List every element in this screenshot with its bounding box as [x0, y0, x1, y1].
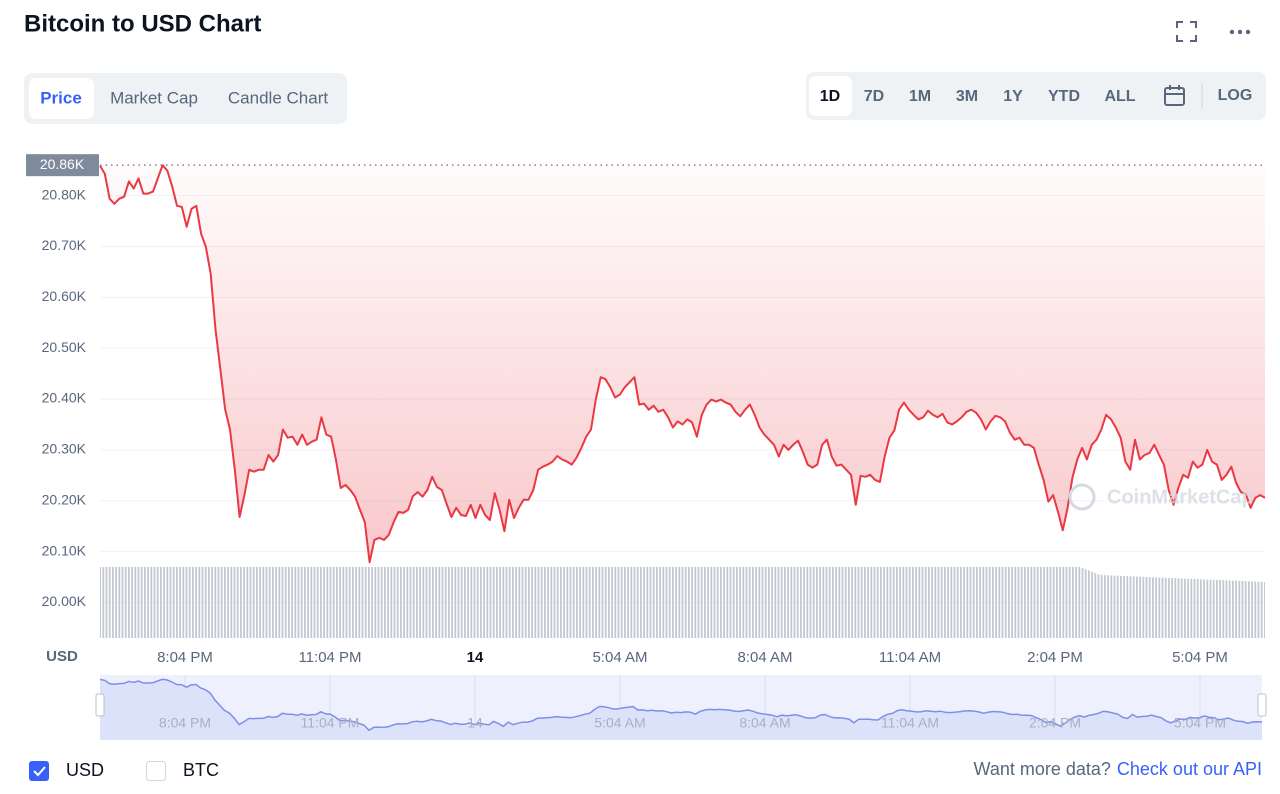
api-prompt: Want more data? — [974, 759, 1111, 779]
y-tick-label: 20.80K — [42, 186, 87, 202]
x-tick-label: 8:04 AM — [737, 649, 792, 666]
api-link[interactable]: Check out our API — [1117, 759, 1262, 779]
range-button[interactable]: YTD — [1048, 88, 1080, 105]
y-tick-label: 20.30K — [42, 441, 87, 457]
check-mark — [33, 766, 46, 777]
navigator-label: 11:04 AM — [881, 715, 939, 731]
range-bar — [806, 72, 1266, 120]
x-tick-label: 11:04 AM — [879, 649, 941, 666]
x-tick-label: 14 — [467, 649, 484, 666]
navigator-area — [100, 679, 1262, 740]
log-button[interactable]: LOG — [1218, 87, 1253, 104]
navigator-line — [99, 678, 1263, 732]
navigator-label: 5:04 AM — [594, 715, 645, 731]
y-tick-label: 20.20K — [42, 491, 87, 507]
x-tick-label: 2:04 PM — [1027, 649, 1083, 666]
checkbox-label: BTC — [183, 760, 219, 780]
fullscreen-icon[interactable] — [1176, 21, 1197, 42]
y-tick-label: 20.40K — [42, 390, 87, 406]
volume-bars — [100, 567, 1265, 638]
navigator-handle[interactable] — [95, 693, 105, 717]
tab[interactable]: Market Cap — [110, 88, 198, 107]
navigator-label: 2:04 PM — [1029, 715, 1081, 731]
active-tab — [29, 78, 94, 119]
navigator-handle[interactable] — [1257, 693, 1267, 717]
x-tick-label: 8:04 PM — [157, 649, 213, 666]
page-title: Bitcoin to USD Chart — [24, 10, 261, 37]
more-icon[interactable] — [1229, 29, 1251, 35]
tab[interactable]: Price — [40, 88, 82, 107]
range-button[interactable]: ALL — [1104, 88, 1135, 105]
navigator-label: 8:04 AM — [739, 715, 790, 731]
range-button[interactable]: 7D — [864, 88, 884, 105]
y-tick-label: 20.00K — [42, 593, 87, 609]
range-button[interactable]: 1Y — [1003, 88, 1023, 105]
range-button[interactable]: 1M — [909, 88, 931, 105]
checkbox-checked[interactable] — [29, 761, 49, 781]
navigator-label: 5:04 PM — [1174, 715, 1226, 731]
price-area — [100, 165, 1265, 563]
tab-bar — [24, 73, 347, 124]
y-tick-label: 20.70K — [42, 237, 87, 253]
navigator-label: 14 — [467, 715, 483, 731]
navigator-label: 8:04 PM — [159, 715, 211, 731]
reference-label: 20.86K — [40, 156, 85, 172]
active-range — [809, 76, 852, 116]
navigator-label: 11:04 PM — [301, 715, 360, 731]
calendar-icon[interactable] — [1164, 85, 1185, 106]
x-axis-label: USD — [46, 648, 78, 665]
checkbox[interactable] — [146, 761, 166, 781]
x-tick-label: 5:04 PM — [1172, 649, 1228, 666]
tab[interactable]: Candle Chart — [228, 88, 328, 107]
y-tick-label: 20.60K — [42, 288, 87, 304]
range-button[interactable]: 1D — [820, 88, 840, 105]
y-tick-label: 20.50K — [42, 339, 87, 355]
api-text: Want more data? Check out our API — [974, 759, 1263, 779]
watermark-logo — [1068, 483, 1096, 511]
x-tick-label: 5:04 AM — [592, 649, 647, 666]
reference-label-box — [26, 154, 99, 177]
range-button[interactable]: 3M — [956, 88, 978, 105]
checkbox-label: USD — [66, 760, 104, 780]
y-tick-label: 20.10K — [42, 542, 87, 558]
watermark: CoinMarketCap — [1107, 486, 1254, 508]
price-line — [99, 164, 1266, 564]
x-tick-label: 11:04 PM — [298, 649, 361, 666]
